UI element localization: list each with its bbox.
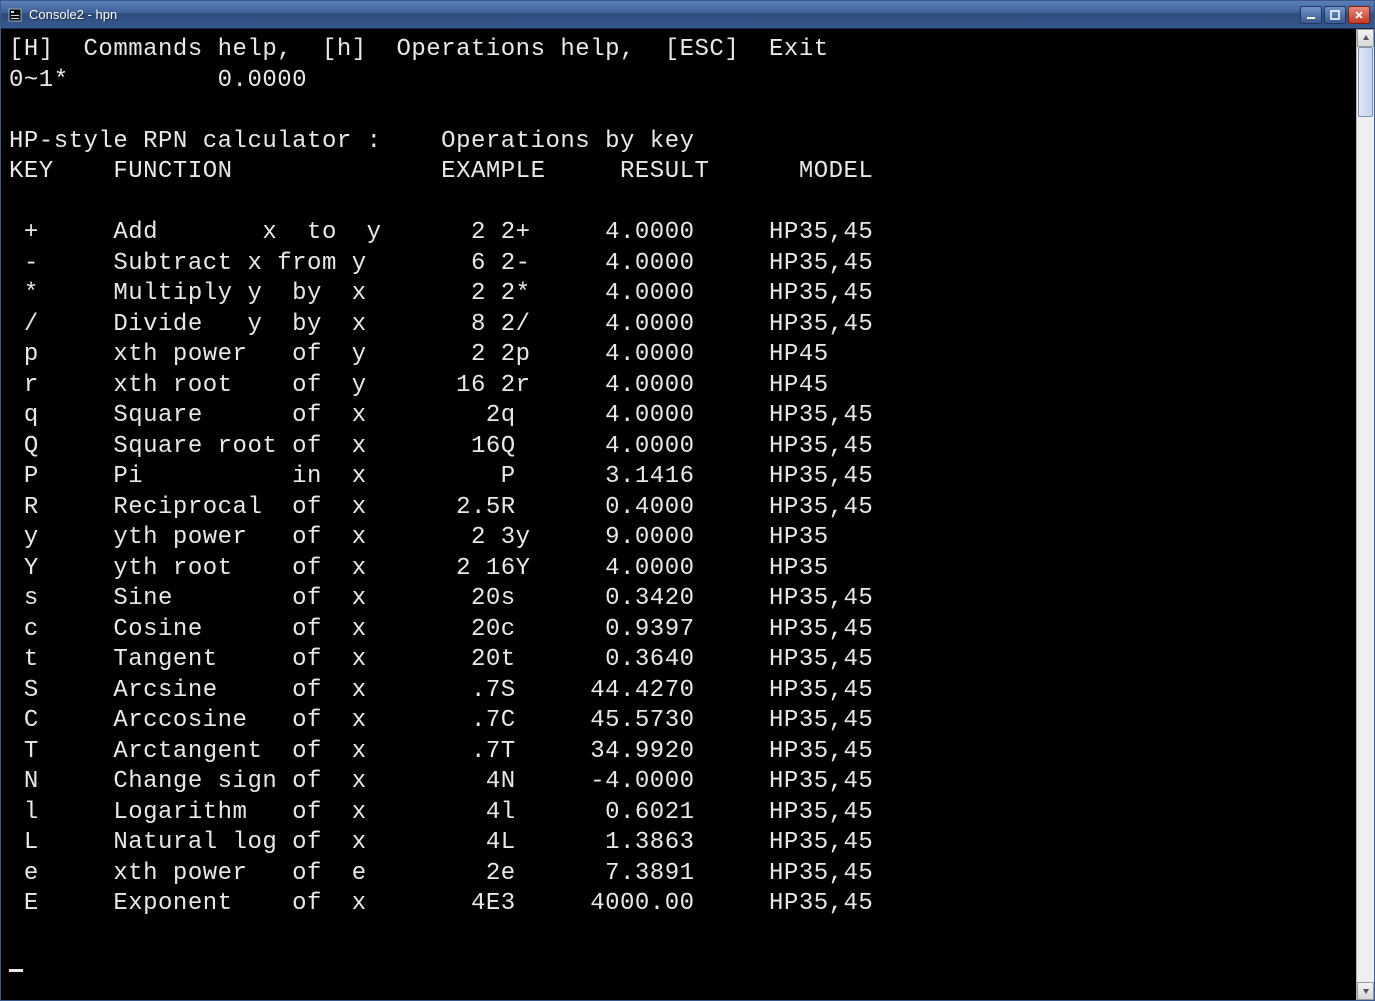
app-icon xyxy=(7,7,23,23)
terminal-output[interactable]: [H] Commands help, [h] Operations help, … xyxy=(1,29,1356,1000)
vertical-scrollbar[interactable] xyxy=(1356,29,1374,1000)
app-window: Console2 - hpn [H] Commands help, [h] Op… xyxy=(0,0,1375,1001)
scroll-up-button[interactable] xyxy=(1357,29,1374,47)
cursor xyxy=(9,950,23,972)
client-area: [H] Commands help, [h] Operations help, … xyxy=(1,29,1374,1000)
scroll-track[interactable] xyxy=(1357,47,1374,982)
window-title: Console2 - hpn xyxy=(29,7,117,22)
scroll-thumb[interactable] xyxy=(1358,47,1373,117)
maximize-button[interactable] xyxy=(1324,6,1346,24)
titlebar[interactable]: Console2 - hpn xyxy=(1,1,1374,29)
close-button[interactable] xyxy=(1348,6,1370,24)
minimize-button[interactable] xyxy=(1300,6,1322,24)
window-buttons xyxy=(1300,6,1370,24)
scroll-down-button[interactable] xyxy=(1357,982,1374,1000)
